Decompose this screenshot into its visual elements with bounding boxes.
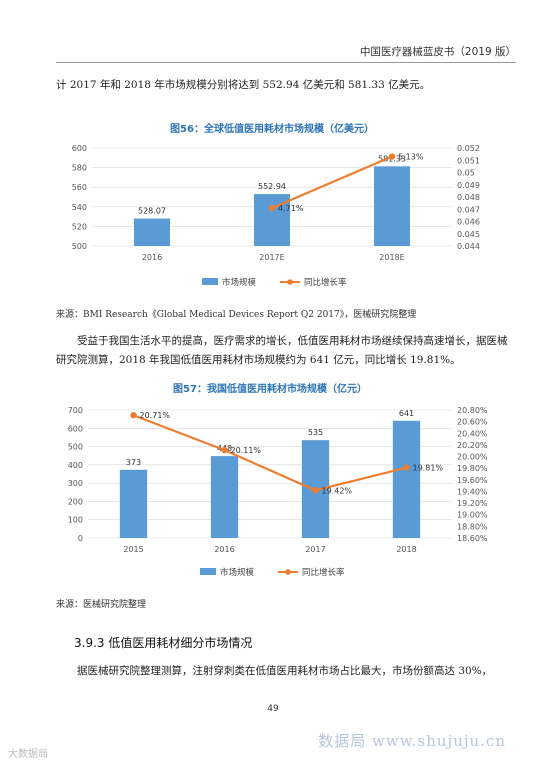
- growth-point: [221, 446, 228, 454]
- growth-line: [271, 155, 393, 210]
- y-left-tick-label: 580: [72, 164, 87, 173]
- watermark: 数据局 www.shujuju.cn: [318, 732, 506, 750]
- bar-data-label: 373: [126, 458, 141, 467]
- legend-swatch-bar: [200, 568, 216, 575]
- growth-data-label: 4.71%: [278, 204, 304, 213]
- y-left-tick-label: 600: [72, 144, 87, 153]
- y-left-tick-label: 700: [68, 406, 83, 415]
- y-right-tick-label: 0.05: [457, 169, 475, 178]
- chart-china-market: 图57：我国低值医用耗材市场规模（亿元） 0 100 200 300 400 500 600 7…: [68, 382, 488, 578]
- y-left-tick-label: 540: [72, 203, 87, 212]
- legend-swatch-marker: [287, 279, 293, 285]
- y-right-tick-label: 18.60%: [457, 534, 488, 543]
- growth-point: [130, 412, 137, 419]
- y-right-tick-label: 0.047: [457, 205, 480, 214]
- section-heading: 3.9.3 低值医用耗材细分市场情况: [74, 636, 253, 650]
- bar: [392, 420, 421, 538]
- y-right-tick-label: 20.80%: [457, 406, 488, 415]
- growth-line: [133, 414, 407, 492]
- y-left-tick-label: 400: [68, 461, 83, 470]
- bar: [374, 166, 410, 246]
- bar-data-label: 528.07: [138, 206, 166, 215]
- y-right-tick-label: 0.051: [457, 156, 480, 165]
- y-right-tick-label: 0.045: [457, 230, 480, 239]
- watermark-logo: 大数据局: [8, 749, 48, 760]
- growth-data-label: 20.11%: [231, 446, 262, 455]
- legend-swatch-bar: [202, 278, 218, 285]
- y-right-tick-label: 0.048: [457, 193, 480, 202]
- x-tick-label: 2016: [142, 253, 162, 262]
- growth-data-label: 19.81%: [413, 464, 444, 473]
- growth-point: [312, 487, 319, 494]
- y-right-tick-label: 19.20%: [457, 499, 488, 508]
- legend-label-line: 同比增长率: [302, 567, 345, 578]
- y-left-tick-label: 560: [72, 183, 87, 192]
- growth-data-label: 5.13%: [398, 153, 424, 162]
- legend-label-bar: 市场规模: [220, 567, 255, 578]
- y-left-tick-label: 200: [68, 497, 83, 506]
- bar: [210, 456, 239, 538]
- header-rule: [56, 62, 516, 63]
- source-note-2: 来源：医械研究院整理: [56, 600, 147, 610]
- y-right-tick-label: 20.60%: [457, 418, 488, 427]
- bar: [119, 469, 148, 538]
- y-right-tick-label: 19.00%: [457, 511, 488, 520]
- y-left-tick-label: 500: [68, 443, 83, 452]
- y-right-tick-label: 0.052: [457, 144, 480, 153]
- y-left-tick-label: 0: [78, 534, 83, 543]
- x-tick-label: 2016: [214, 545, 234, 554]
- bar-data-label: 552.94: [258, 182, 286, 191]
- y-left-tick-label: 520: [72, 222, 87, 231]
- x-tick-label: 2018: [396, 545, 416, 554]
- x-tick-label: 2015: [123, 545, 143, 554]
- x-tick-label: 2018E: [379, 253, 404, 262]
- bar-data-label: 535: [308, 428, 323, 437]
- growth-point: [388, 153, 396, 160]
- y-right-tick-label: 19.80%: [457, 464, 488, 473]
- y-right-tick-label: 20.20%: [457, 441, 488, 450]
- growth-data-label: 20.71%: [140, 411, 171, 420]
- growth-point: [268, 204, 276, 212]
- growth-point: [403, 464, 410, 471]
- y-left-tick-label: 600: [68, 424, 83, 433]
- paragraph-3: 据医械研究院整理测算，注射穿刺类在低值医用耗材市场占比最大，市场份额高达 30%…: [77, 665, 493, 677]
- paragraph-1: 计 2017 年和 2018 年市场规模分别将达到 552.94 亿美元和 58…: [56, 79, 431, 91]
- y-right-tick-label: 0.046: [457, 218, 480, 227]
- y-right-tick-label: 0.044: [457, 242, 480, 251]
- y-right-tick-label: 18.80%: [457, 522, 488, 531]
- legend-swatch-marker: [285, 569, 291, 575]
- y-right-tick-label: 20.40%: [457, 429, 488, 438]
- running-header: 中国医疗器械蓝皮书（2019 版）: [359, 46, 516, 58]
- y-left-tick-label: 100: [68, 516, 83, 525]
- y-right-tick-label: 19.40%: [457, 487, 488, 496]
- y-right-tick-label: 20.00%: [457, 453, 488, 462]
- growth-data-label: 19.42%: [322, 486, 353, 495]
- chart-global-market: 图56：全球低值医用耗材市场规模（亿美元） 500 520 540 560 580 600 0…: [72, 122, 480, 288]
- legend-label-bar: 市场规模: [222, 277, 257, 288]
- y-left-tick-label: 300: [68, 479, 83, 488]
- x-tick-label: 2017E: [259, 253, 284, 262]
- paragraph-2: 受益于我国生活水平的提高，医疗需求的增长，低值医用耗材市场继续保持高速增长，据医…: [56, 335, 508, 366]
- page-number: 49: [267, 704, 279, 714]
- chart-title: 图56：全球低值医用耗材市场规模（亿美元）: [170, 122, 374, 135]
- chart-title: 图57：我国低值医用耗材市场规模（亿元）: [173, 382, 367, 395]
- legend-label-line: 同比增长率: [304, 277, 347, 288]
- y-right-tick-label: 0.049: [457, 181, 480, 190]
- y-left-tick-label: 500: [72, 242, 87, 251]
- bar-data-label: 641: [399, 409, 414, 418]
- x-tick-label: 2017: [305, 545, 325, 554]
- source-note-1: 来源：BMI Research《Global Medical Devices R…: [56, 310, 417, 320]
- y-right-tick-label: 19.60%: [457, 476, 488, 485]
- bar: [134, 218, 170, 246]
